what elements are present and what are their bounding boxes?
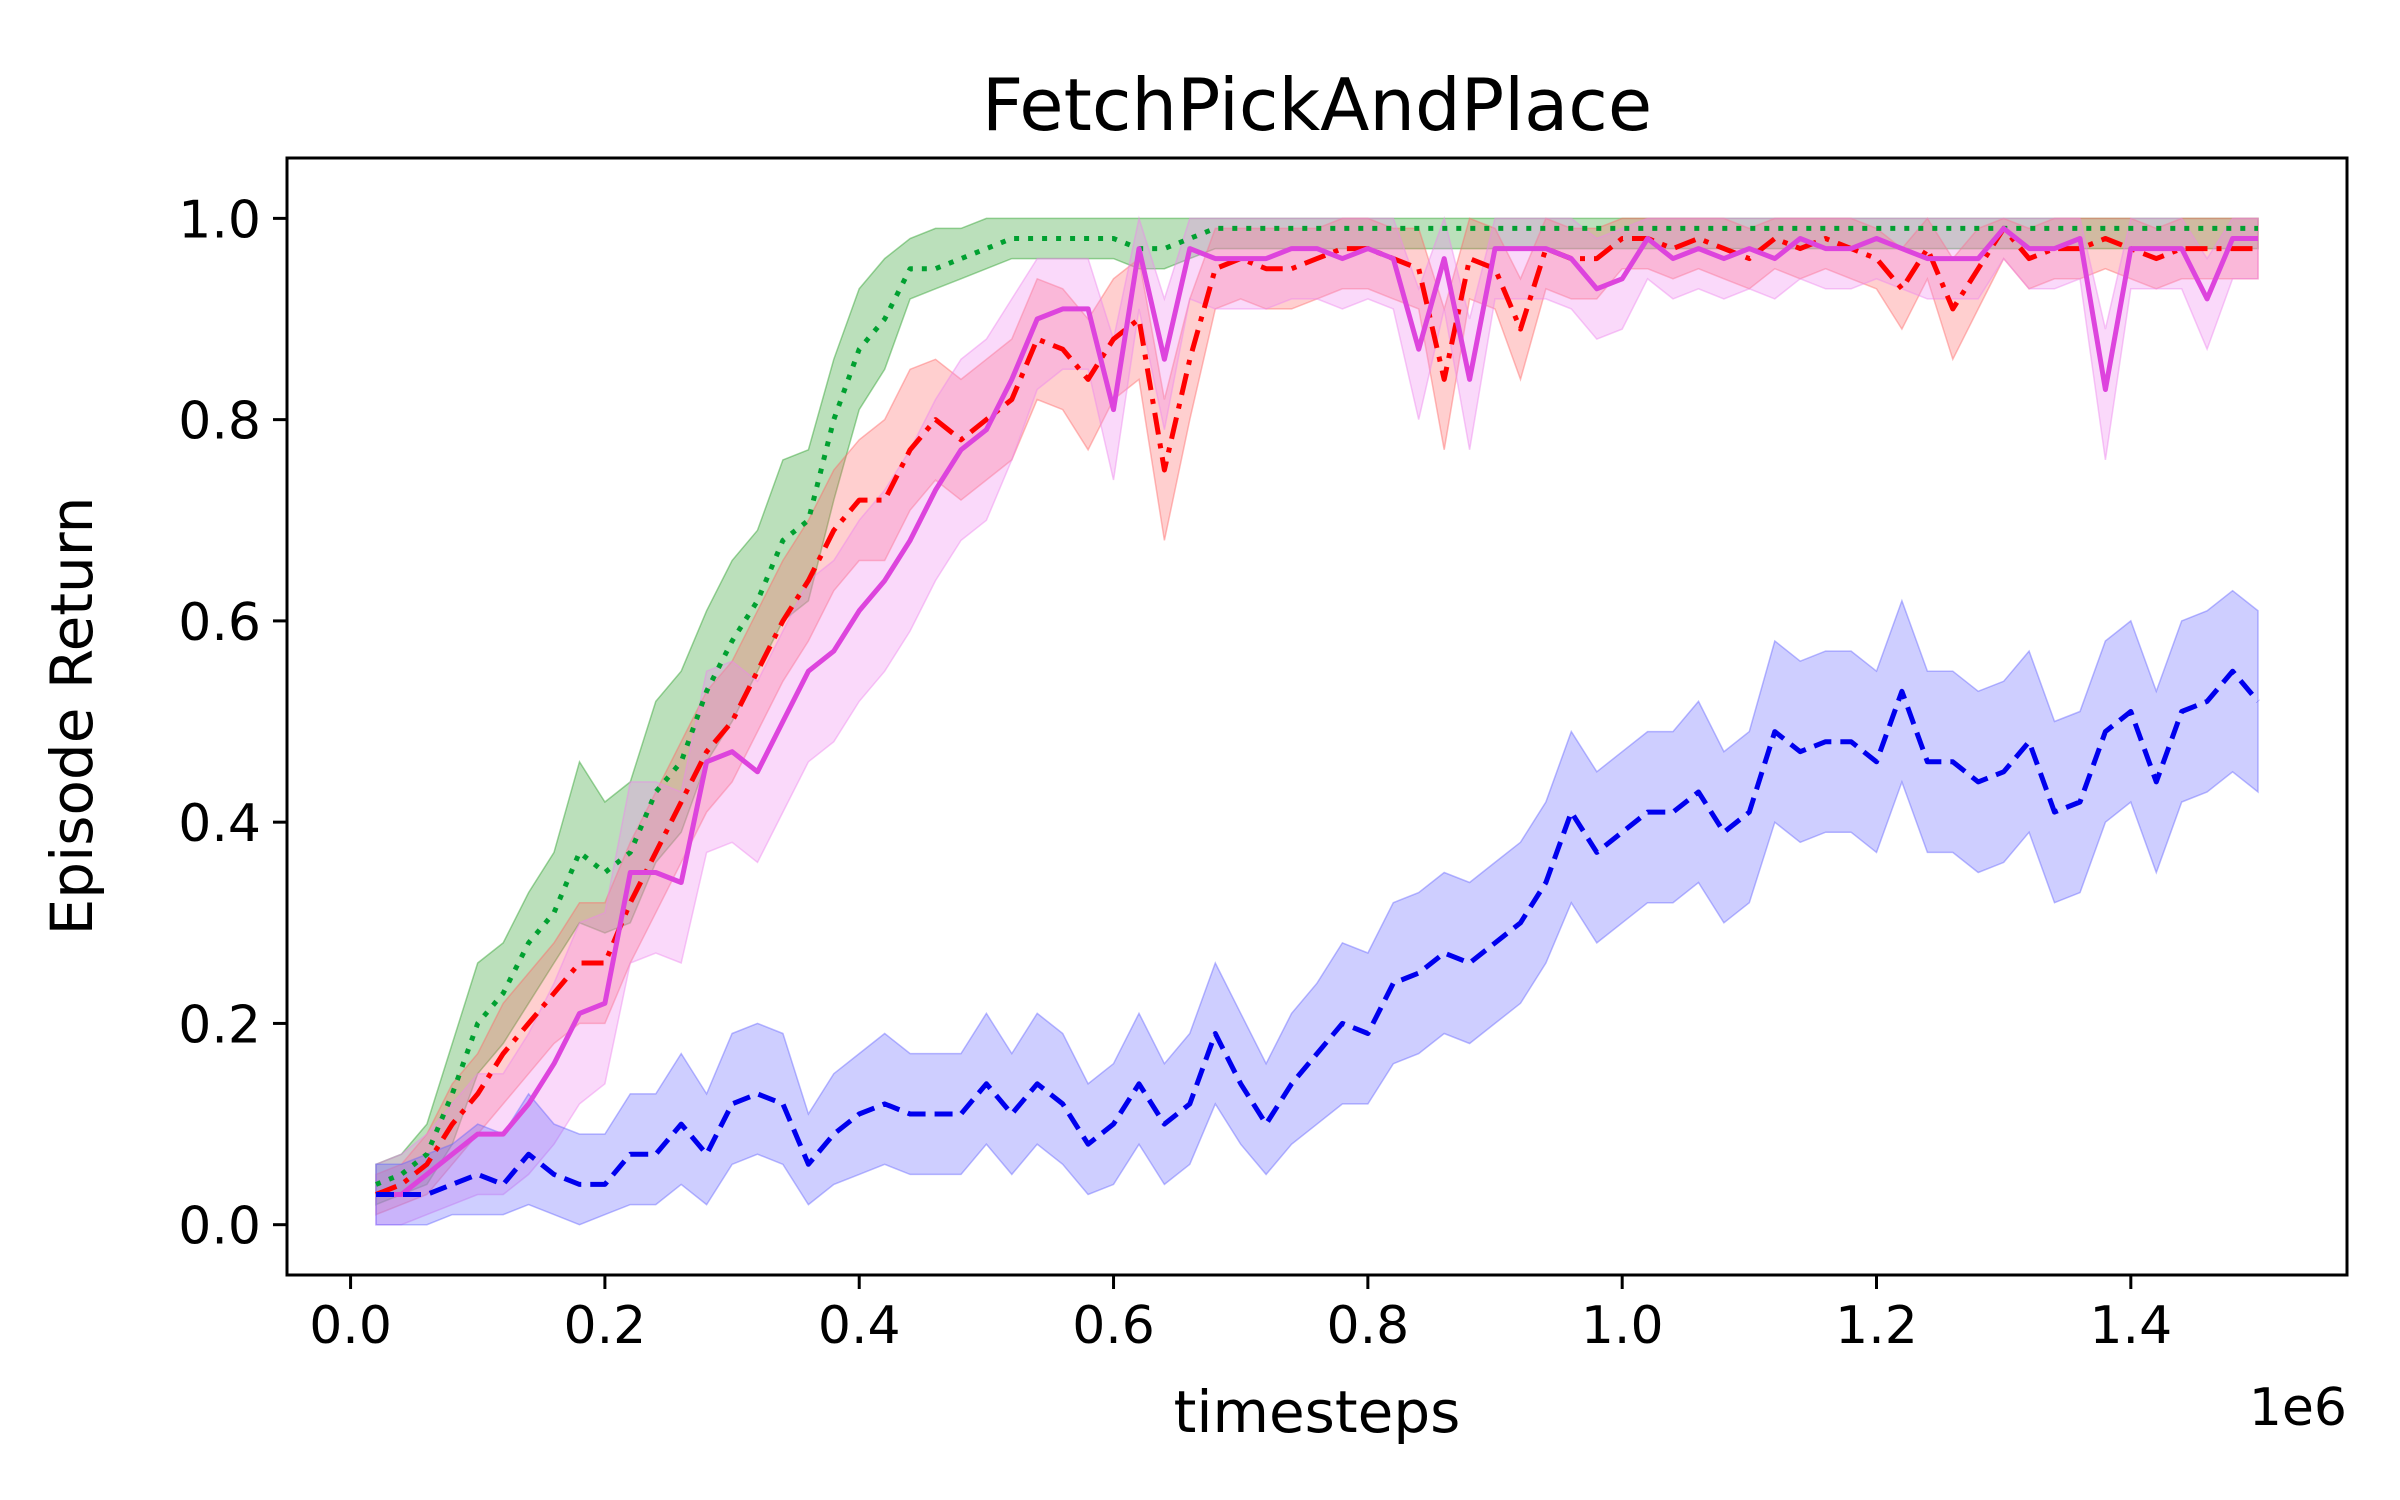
y-tick-label: 0.6 bbox=[178, 593, 261, 653]
confidence-bands bbox=[375, 215, 2259, 1226]
y-axis: 0.0 0.2 0.4 0.6 0.8 1.0 bbox=[178, 190, 287, 1257]
chart-title: FetchPickAndPlace bbox=[982, 63, 1652, 147]
series-line-3 bbox=[376, 225, 2258, 1197]
y-tick-label: 0.8 bbox=[178, 392, 261, 452]
x-tick-label: 0.4 bbox=[818, 1296, 901, 1356]
x-axis-offset-label: 1e6 bbox=[2249, 1378, 2347, 1438]
plot-frame bbox=[285, 156, 2349, 1277]
x-tick-label: 0.6 bbox=[1072, 1296, 1155, 1356]
x-tick-label: 0.2 bbox=[564, 1296, 647, 1356]
series-line-4 bbox=[376, 668, 2260, 1197]
x-tick-label: 1.2 bbox=[1835, 1296, 1918, 1356]
confidence-band-4 bbox=[375, 589, 2259, 1226]
y-axis-label: Episode Return bbox=[38, 497, 106, 936]
y-tick-label: 0.4 bbox=[178, 794, 261, 854]
series-line-2 bbox=[375, 225, 2258, 1197]
x-tick-label: 0.0 bbox=[309, 1296, 392, 1356]
confidence-band-2 bbox=[375, 217, 2259, 1216]
confidence-band-1 bbox=[375, 217, 2259, 1206]
series-lines bbox=[375, 225, 2260, 1197]
y-tick-label: 0.2 bbox=[178, 995, 261, 1055]
y-tick-label: 0.0 bbox=[178, 1197, 261, 1257]
x-tick-label: 1.4 bbox=[2089, 1296, 2172, 1356]
x-tick-label: 1.0 bbox=[1581, 1296, 1664, 1356]
series-line-1 bbox=[375, 225, 2258, 1187]
x-axis: 0.0 0.2 0.4 0.6 0.8 1.0 1.2 1.4 bbox=[309, 1275, 2172, 1356]
y-tick-label: 1.0 bbox=[178, 190, 261, 250]
x-tick-label: 0.8 bbox=[1327, 1296, 1410, 1356]
confidence-band-3 bbox=[375, 215, 2259, 1226]
x-axis-label: timesteps bbox=[1174, 1378, 1461, 1446]
